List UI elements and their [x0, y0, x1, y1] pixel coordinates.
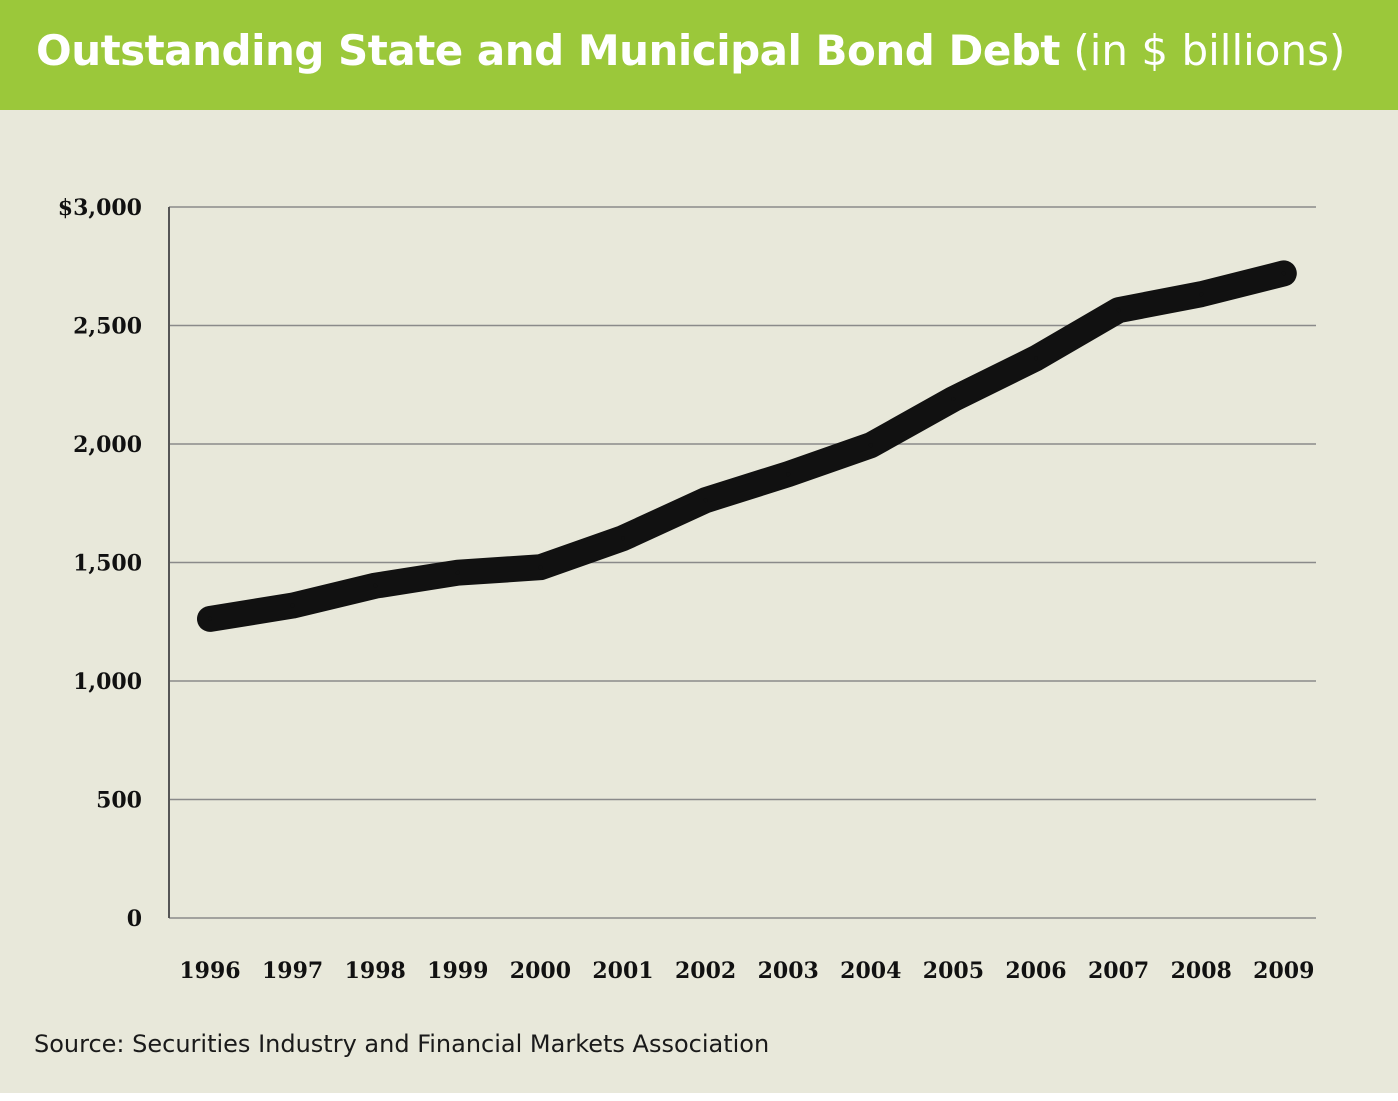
chart-title-subtitle: (in $ billions) [1073, 26, 1346, 75]
data-point-2008 [1199, 292, 1204, 297]
x-tick-label-2006: 2006 [1005, 958, 1066, 984]
series-layer [197, 260, 1297, 632]
data-point-2003 [786, 472, 791, 477]
y-tick-label-2000: 2,000 [73, 432, 142, 458]
data-point-1997 [290, 603, 295, 608]
y-tick-label-500: 500 [96, 788, 142, 814]
x-tick-label-2003: 2003 [758, 958, 819, 984]
x-tick-label-2009: 2009 [1253, 958, 1314, 984]
x-tick-label-1997: 1997 [262, 958, 323, 984]
data-point-2002 [703, 498, 708, 503]
x-tick-label-1996: 1996 [179, 958, 240, 984]
x-tick-label-2002: 2002 [675, 958, 736, 984]
y-axis-ticks: 0 500 1,000 1,500 2,000 2,500 $3,000 [58, 195, 142, 932]
x-axis-ticks: 1996 1997 1998 1999 2000 2001 2002 2003 2004 2005… [179, 958, 1314, 984]
x-tick-label-1998: 1998 [345, 958, 406, 984]
x-tick-label-2004: 2004 [840, 958, 901, 984]
data-point-2006 [1034, 356, 1038, 361]
chart-title-main: Outstanding State and Municipal Bond Deb… [36, 26, 1060, 75]
title-bar [0, 0, 1398, 110]
y-tick-label-0: 0 [127, 906, 142, 932]
data-point-2001 [621, 536, 625, 541]
x-tick-label-2005: 2005 [923, 958, 984, 984]
x-tick-label-2007: 2007 [1088, 958, 1149, 984]
y-tick-label-1000: 1,000 [73, 669, 142, 695]
data-point-1999 [455, 570, 460, 575]
x-tick-label-2008: 2008 [1171, 958, 1232, 984]
y-tick-label-2500: 2,500 [73, 314, 142, 340]
data-point-1996 [208, 616, 212, 621]
data-point-2000 [538, 565, 543, 570]
x-tick-label-2000: 2000 [510, 958, 571, 984]
source-note: Source: Securities Industry and Financia… [34, 1030, 770, 1058]
bottom-rule [0, 1093, 1398, 1101]
x-tick-label-1999: 1999 [427, 958, 488, 984]
series-line-0 [197, 260, 1297, 632]
x-tick-label-2001: 2001 [592, 958, 653, 984]
data-point-2009 [1281, 271, 1286, 276]
data-point-2004 [868, 443, 873, 448]
gridlines [169, 206, 1316, 919]
data-point-2007 [1116, 308, 1121, 313]
y-tick-label-3000: $3,000 [58, 195, 142, 221]
data-point-1998 [373, 583, 378, 588]
data-point-2005 [951, 396, 956, 401]
y-tick-label-1500: 1,500 [73, 551, 142, 577]
chart-title: Outstanding State and Municipal Bond Deb… [36, 30, 1345, 72]
